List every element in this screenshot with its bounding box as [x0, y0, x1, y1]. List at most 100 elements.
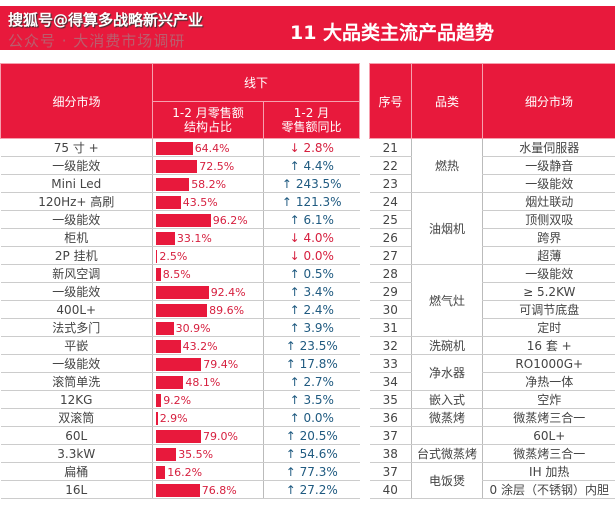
- yoy-cell: ↑ 20.5%: [262, 426, 360, 445]
- share-label: 96.2%: [212, 213, 248, 227]
- share-bar: [156, 159, 198, 173]
- table-row: 扁桶 16.2% ↑ 77.3%: [0, 462, 360, 481]
- segment-cell: 400L+: [0, 300, 153, 319]
- arrow-up-icon: ↑: [289, 266, 300, 281]
- table-row: 一级能效 79.4% ↑ 17.8%: [0, 354, 360, 373]
- table-row: 3.3kW 35.5% ↑ 54.6%: [0, 444, 360, 463]
- share-label: 43.5%: [182, 195, 218, 209]
- share-label: 35.5%: [178, 447, 214, 461]
- no-cell: 35: [369, 390, 412, 409]
- table-row: 25 顶侧双吸: [369, 210, 615, 229]
- share-label: 2.5%: [159, 249, 188, 263]
- arrow-up-icon: ↑: [289, 320, 300, 335]
- share-cell: 48.1%: [152, 372, 264, 391]
- no-cell: 29: [369, 282, 412, 301]
- table-row: 60L 79.0% ↑ 20.5%: [0, 426, 360, 445]
- share-bar: [156, 231, 175, 245]
- share-label: 76.8%: [201, 483, 237, 497]
- segment-cell: 跨界: [482, 228, 615, 247]
- page-title: 11 大品类主流产品趋势: [290, 22, 495, 44]
- arrow-up-icon: ↑: [289, 158, 300, 173]
- yoy-value: 243.5%: [295, 176, 342, 191]
- table-row: 一级能效 92.4% ↑ 3.4%: [0, 282, 360, 301]
- segment-cell: 新风空调: [0, 264, 153, 283]
- no-cell: 36: [369, 408, 412, 427]
- yoy-value: 17.8%: [299, 356, 338, 371]
- title-banner: 搜狐号@得算多战略新兴产业 公众号 · 大消费市场调研 11 大品类主流产品趋势: [0, 6, 615, 50]
- right-table: 序号 品类 细分市场 21 燃热 水量伺服器 22 一级静音 23 一级能效 24 油烟机 烟灶联…: [369, 63, 615, 499]
- table-row: 37 60L+: [369, 426, 615, 445]
- share-cell: 64.4%: [152, 138, 264, 157]
- segment-cell: Mini Led: [0, 174, 153, 193]
- arrow-up-icon: ↑: [289, 374, 300, 389]
- yoy-value: 0.0%: [303, 248, 334, 263]
- no-cell: 40: [369, 480, 412, 499]
- share-bar: [156, 483, 200, 497]
- share-label: 79.4%: [203, 357, 239, 371]
- segment-cell: 可调节底盘: [482, 300, 615, 319]
- share-cell: 76.8%: [152, 480, 264, 499]
- no-cell: 37: [369, 462, 412, 481]
- no-cell: 37: [369, 426, 412, 445]
- category-cell: 台式微蒸烤: [411, 444, 483, 463]
- table-row: Mini Led 58.2% ↑ 243.5%: [0, 174, 360, 193]
- arrow-up-icon: ↑: [289, 212, 300, 227]
- yoy-cell: ↑ 6.1%: [262, 210, 360, 229]
- col-segment: 细分市场: [0, 63, 153, 139]
- segment-cell: 微蒸烤三合一: [482, 444, 615, 463]
- yoy-value: 121.3%: [295, 194, 342, 209]
- yoy-value: 2.4%: [303, 302, 334, 317]
- segment-cell: 一级静音: [482, 156, 615, 175]
- arrow-up-icon: ↑: [285, 356, 296, 371]
- share-bar: [156, 429, 201, 443]
- arrow-up-icon: ↑: [289, 410, 300, 425]
- table-row: 一级能效 72.5% ↑ 4.4%: [0, 156, 360, 175]
- no-cell: 33: [369, 354, 412, 373]
- no-cell: 30: [369, 300, 412, 319]
- share-cell: 9.2%: [152, 390, 264, 409]
- yoy-value: 77.3%: [299, 464, 338, 479]
- arrow-down-icon: ↓: [289, 248, 300, 263]
- yoy-cell: ↑ 3.5%: [262, 390, 360, 409]
- share-bar: [156, 141, 193, 155]
- yoy-cell: ↑ 23.5%: [262, 336, 360, 355]
- yoy-value: 2.7%: [303, 374, 334, 389]
- yoy-cell: ↑ 3.4%: [262, 282, 360, 301]
- share-bar: [156, 303, 208, 317]
- col-segment-right: 细分市场: [482, 63, 615, 139]
- segment-cell: 3.3kW: [0, 444, 153, 463]
- arrow-up-icon: ↑: [285, 338, 296, 353]
- share-label: 2.9%: [159, 411, 188, 425]
- col-category: 品类: [411, 63, 483, 139]
- table-row: 36 微蒸烤 微蒸烤三合一: [369, 408, 615, 427]
- share-cell: 96.2%: [152, 210, 264, 229]
- category-cell: 净水器: [411, 354, 483, 391]
- yoy-cell: ↑ 243.5%: [262, 174, 360, 193]
- share-cell: 30.9%: [152, 318, 264, 337]
- share-bar: [156, 213, 211, 227]
- table-row: 16L 76.8% ↑ 27.2%: [0, 480, 360, 499]
- category-cell: 微蒸烤: [411, 408, 483, 427]
- segment-cell: 微蒸烤三合一: [482, 408, 615, 427]
- table-row: 75 寸 + 64.4% ↓ 2.8%: [0, 138, 360, 157]
- segment-cell: 空炸: [482, 390, 615, 409]
- share-cell: 8.5%: [152, 264, 264, 283]
- col-yoy: 1-2 月 零售额同比: [262, 101, 361, 139]
- table-row: 滚筒单洗 48.1% ↑ 2.7%: [0, 372, 360, 391]
- share-bar: [156, 393, 162, 407]
- yoy-value: 20.5%: [299, 428, 338, 443]
- table-row: 28 燃气灶 一级能效: [369, 264, 615, 337]
- table-row: 法式多门 30.9% ↑ 3.9%: [0, 318, 360, 337]
- category-cell: 洗碗机: [411, 336, 483, 355]
- share-label: 72.5%: [199, 159, 235, 173]
- category-cell: 燃热: [411, 138, 483, 193]
- segment-cell: 一级能效: [482, 174, 615, 193]
- share-cell: 16.2%: [152, 462, 264, 481]
- arrow-down-icon: ↓: [289, 230, 300, 245]
- share-label: 58.2%: [191, 177, 227, 191]
- share-cell: 43.2%: [152, 336, 264, 355]
- table-row: 31 定时: [369, 318, 615, 337]
- no-cell: 38: [369, 444, 412, 463]
- segment-cell: 净热一体: [482, 372, 615, 391]
- yoy-cell: ↓ 4.0%: [262, 228, 360, 247]
